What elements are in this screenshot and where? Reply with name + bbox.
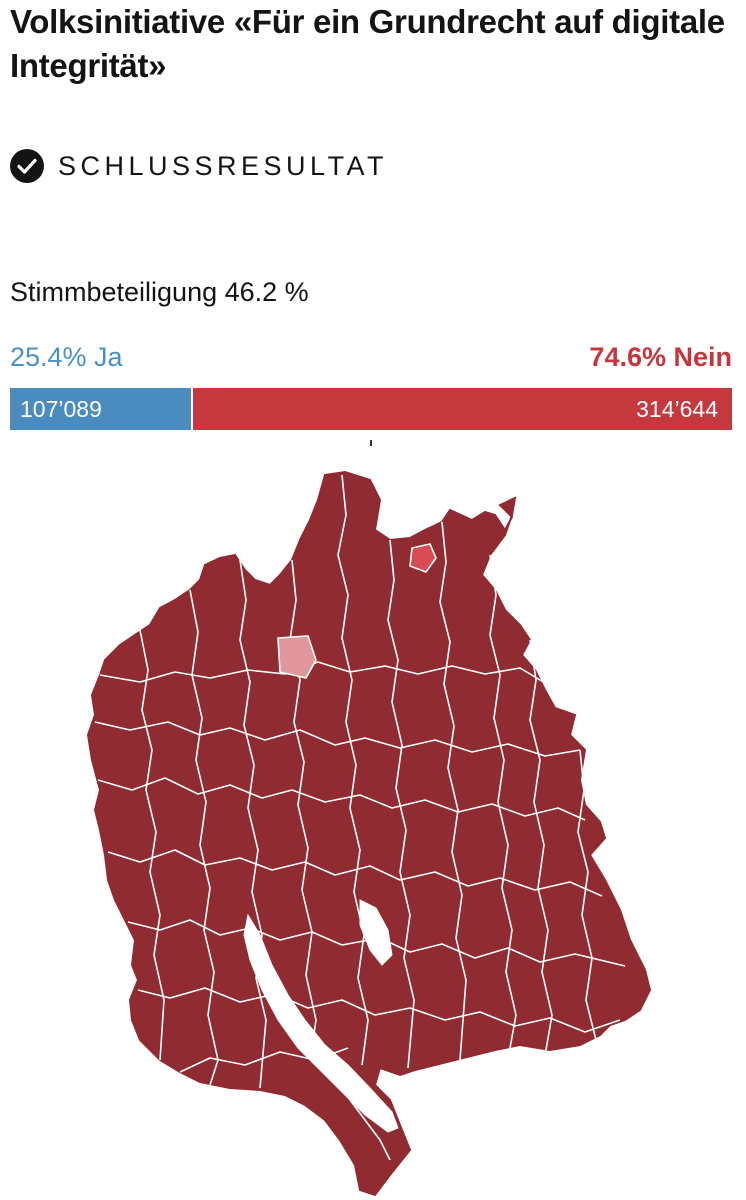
result-bar: 107’089 314’644 [10,388,732,430]
lakes [243,899,399,1133]
municipality-moderate-no[interactable] [409,543,437,573]
majority-tick [370,440,372,446]
lake-zurich [243,913,399,1133]
no-bar-segment: 314’644 [193,388,732,430]
yes-percent-label: 25.4% Ja [10,342,123,372]
status-label: SCHLUSSRESULTAT [58,150,389,181]
canton-outline[interactable] [86,470,652,1197]
canton-zurich-shape [86,470,652,1197]
no-percent-label: 74.6% Nein [589,342,732,372]
municipality-weak-no[interactable] [277,635,317,679]
lake-greifensee [359,899,393,966]
highlighted-municipalities [277,543,437,679]
result-status: SCHLUSSRESULTAT [10,146,388,186]
municipality-map [86,470,652,1197]
turnout-text: Stimmbeteiligung 46.2 % [10,277,309,307]
page-title: Volksinitiative «Für ein Grundrecht auf … [10,3,725,84]
yes-bar-segment: 107’089 [10,388,193,430]
check-circle-icon [10,149,44,183]
